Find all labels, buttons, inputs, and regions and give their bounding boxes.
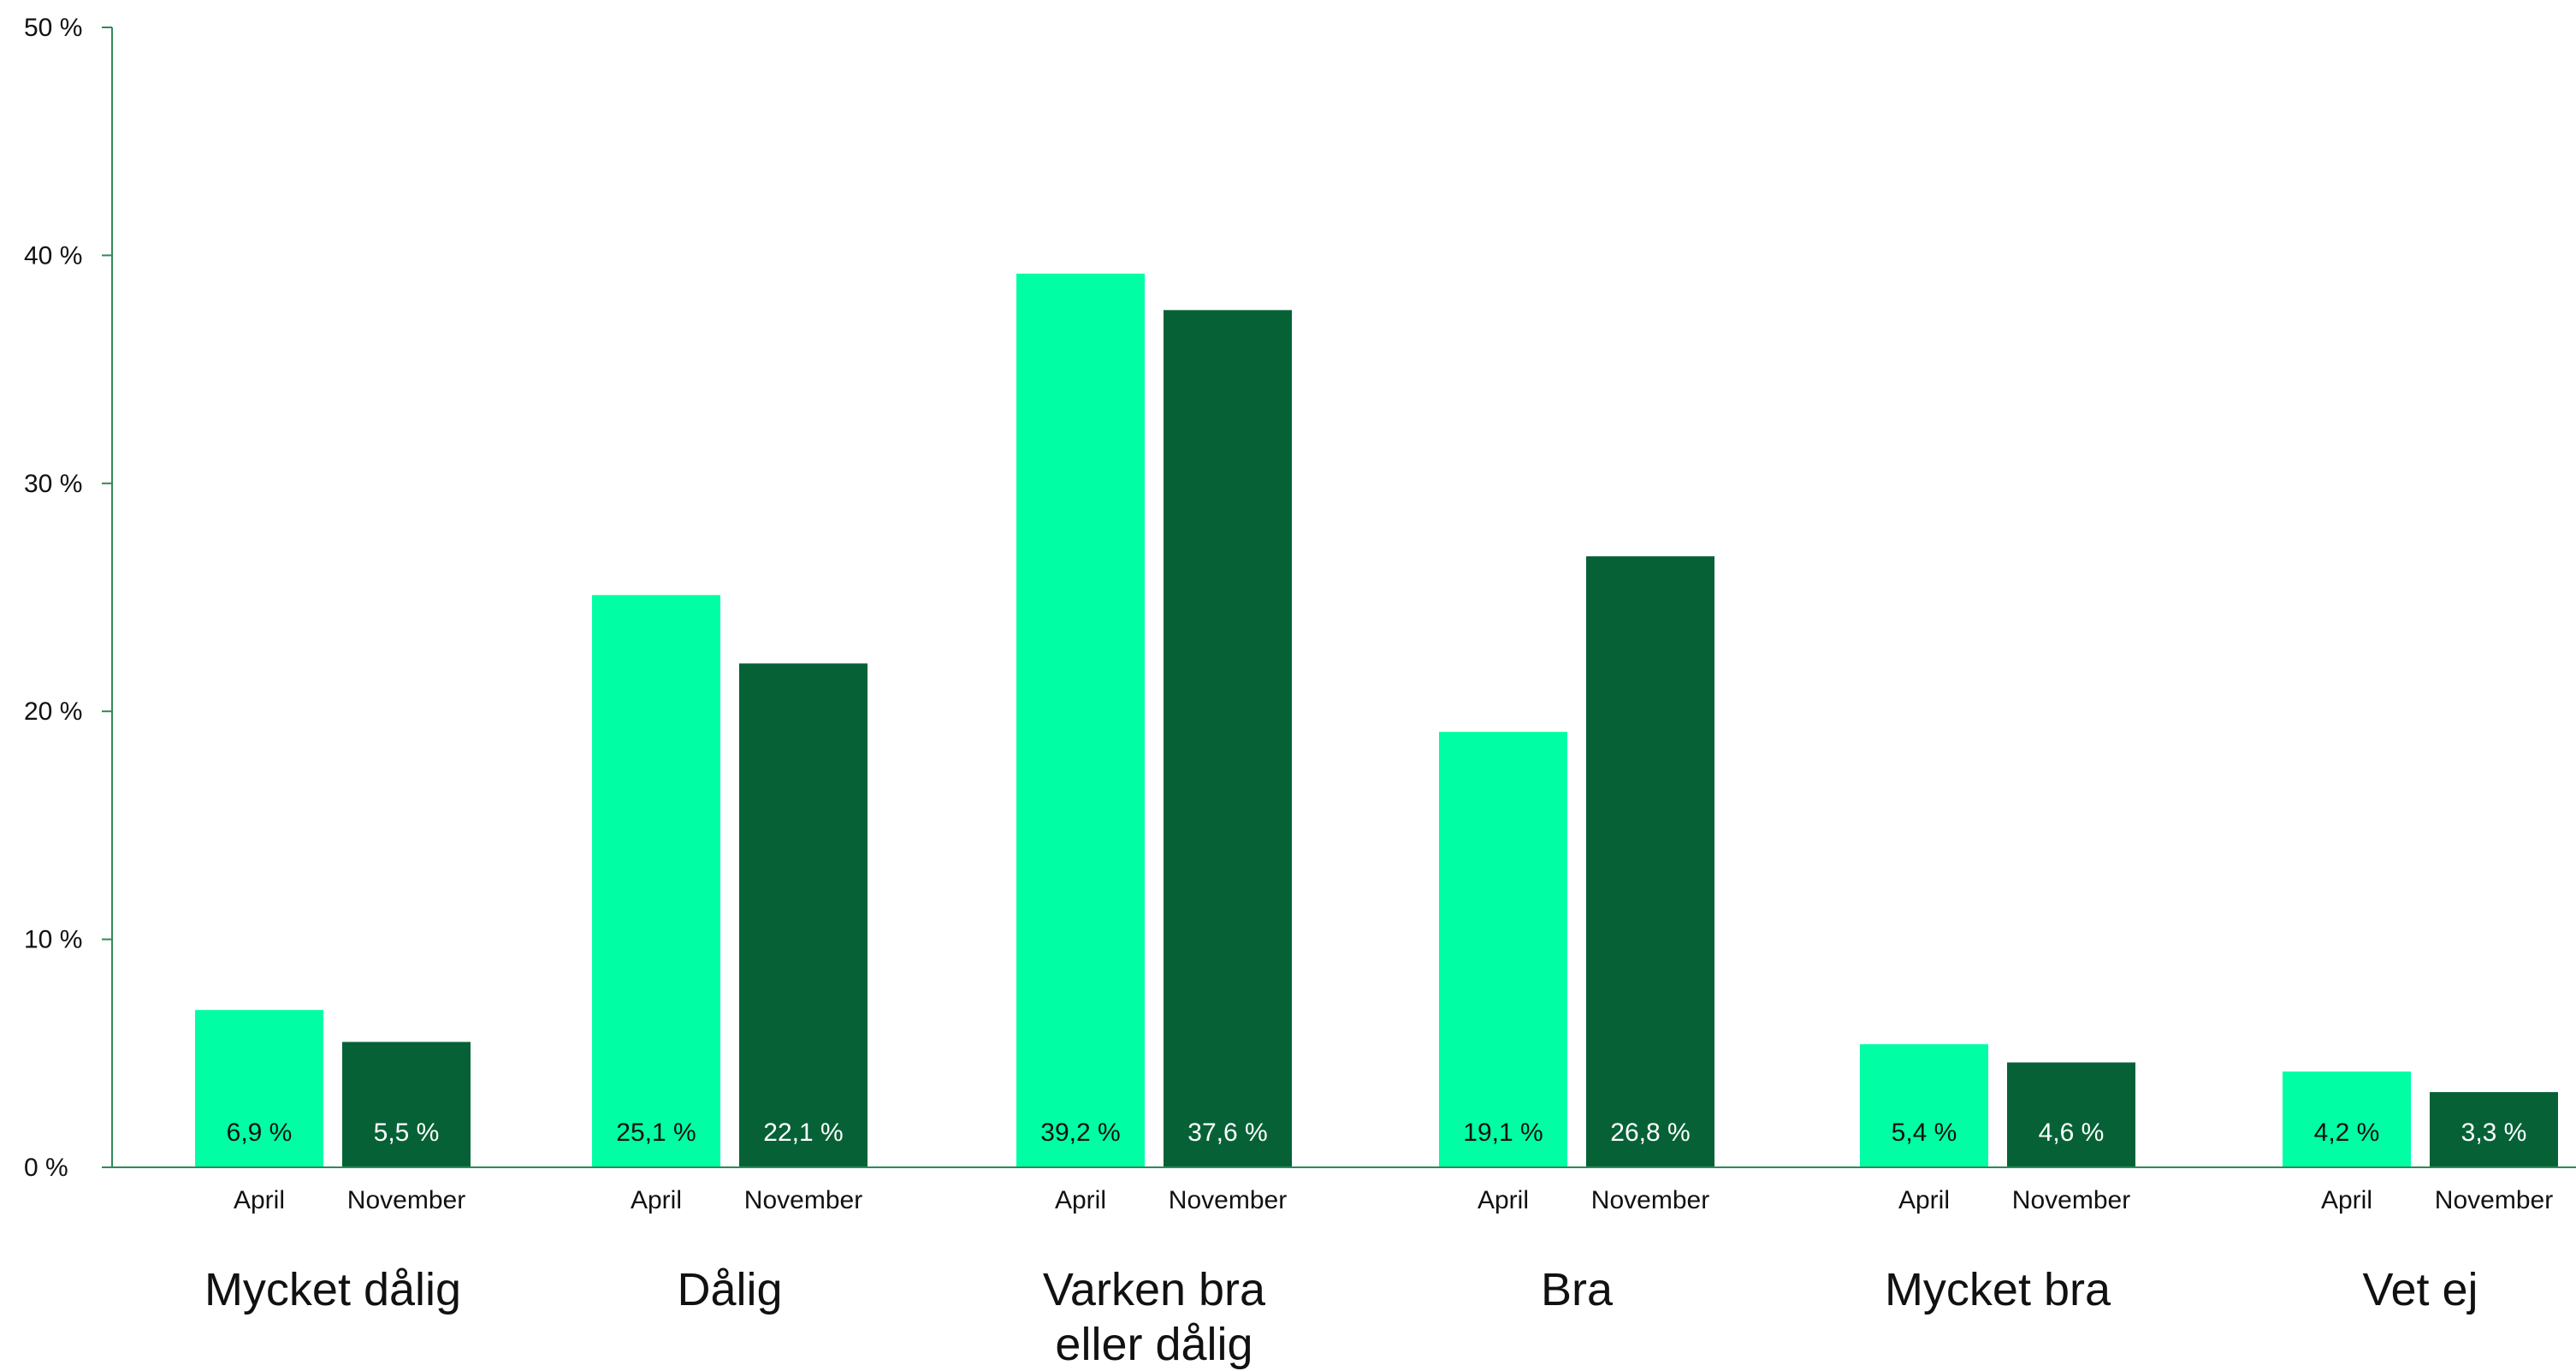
bar-april-4 <box>1860 1044 1988 1167</box>
bar-series-label: April <box>234 1186 285 1214</box>
category-label: Bra <box>1541 1264 1614 1315</box>
bar-november-3 <box>1586 556 1714 1167</box>
bar-series-label: November <box>2012 1186 2130 1214</box>
bar-november-1 <box>739 663 868 1167</box>
bar-value-label: 39,2 % <box>1040 1119 1120 1147</box>
bar-series-label: November <box>2435 1186 2553 1214</box>
y-axis: 0 % 10 % 20 % 30 % 40 % 50 % <box>24 14 113 1182</box>
category-label: Vet ej <box>2362 1264 2478 1315</box>
y-tick-label: 0 % <box>24 1154 68 1182</box>
category-label: eller dålig <box>1055 1319 1252 1370</box>
category-label: Mycket dålig <box>204 1264 461 1315</box>
y-tick-label: 30 % <box>24 470 82 498</box>
bar-april-0 <box>195 1010 323 1167</box>
bar-value-label: 6,9 % <box>227 1119 293 1147</box>
bar-series-label: November <box>744 1186 862 1214</box>
bar-value-label: 5,5 % <box>374 1119 440 1147</box>
bar-value-label: 37,6 % <box>1187 1119 1267 1147</box>
bar-value-label: 4,2 % <box>2314 1119 2380 1147</box>
bar-april-3 <box>1439 732 1567 1167</box>
bar-series-label: April <box>1055 1186 1106 1214</box>
bar-series-label: November <box>1169 1186 1287 1214</box>
bar-april-5 <box>2283 1071 2411 1167</box>
bar-value-label: 22,1 % <box>763 1119 843 1147</box>
bar-november-2 <box>1164 310 1292 1167</box>
bar-series-label: April <box>1477 1186 1529 1214</box>
category-label: Mycket bra <box>1885 1264 2111 1315</box>
bar-series-label: April <box>1898 1186 1950 1214</box>
bar-series-label: November <box>1591 1186 1709 1214</box>
bar-november-5 <box>2430 1092 2558 1167</box>
y-tick-label: 50 % <box>24 14 82 42</box>
category-label: Varken bra <box>1043 1264 1266 1315</box>
bar-april-2 <box>1016 273 1145 1167</box>
bar-value-label: 4,6 % <box>2039 1119 2105 1147</box>
bar-value-label: 3,3 % <box>2461 1119 2527 1147</box>
bar-april-1 <box>592 595 720 1167</box>
y-tick-label: 20 % <box>24 697 82 726</box>
bar-value-label: 5,4 % <box>1892 1119 1957 1147</box>
y-tick-label: 40 % <box>24 241 82 270</box>
category-label: Dålig <box>677 1264 782 1315</box>
bars: 6,9 % 5,5 % 25,1 % 22,1 % 39,2 % 37,6 % 19,1 %… <box>195 273 2558 1167</box>
x-axis: April November Mycket dålig April November Då… <box>112 1166 2576 1370</box>
bar-november-4 <box>2007 1062 2135 1167</box>
bar-value-label: 19,1 % <box>1463 1119 1543 1147</box>
y-tick-label: 10 % <box>24 926 82 954</box>
bar-series-label: April <box>631 1186 682 1214</box>
bar-series-label: April <box>2321 1186 2372 1214</box>
bar-november-0 <box>342 1042 471 1167</box>
bar-value-label: 26,8 % <box>1610 1119 1690 1147</box>
bar-series-label: November <box>347 1186 465 1214</box>
bar-value-label: 25,1 % <box>616 1119 696 1147</box>
